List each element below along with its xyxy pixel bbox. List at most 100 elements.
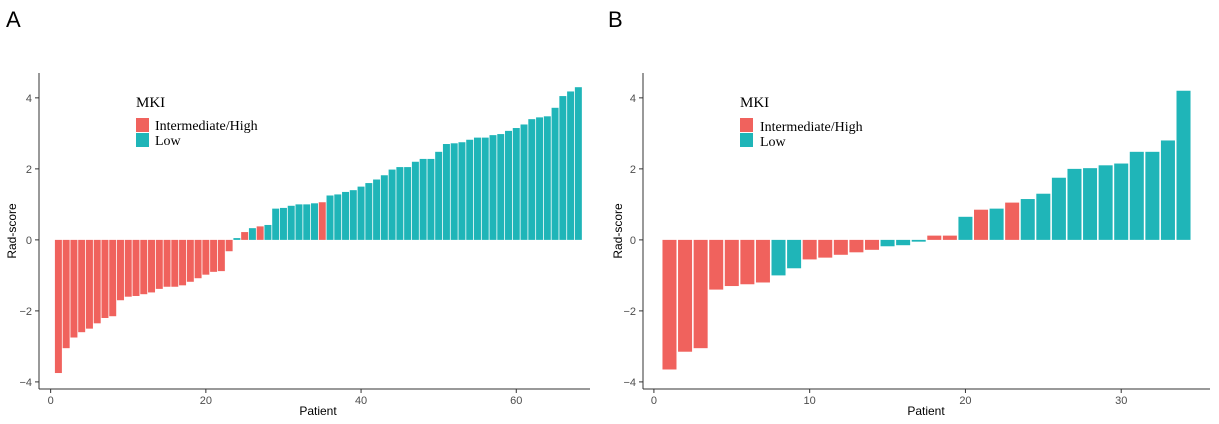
panel-b-bar-14: [864, 239, 879, 250]
panel-a-legend: MKI Intermediate/High Low: [136, 95, 258, 149]
panel-b-legend-label-low: Low: [760, 135, 787, 150]
panel-a-bar-63: [536, 117, 544, 240]
panel-a-bar-25: [241, 232, 249, 240]
panel-b-legend-label-intermediate-high: Intermediate/High: [760, 120, 863, 135]
panel-b-bar-27: [1067, 168, 1082, 240]
panel-b-y-tick-label: −2: [623, 306, 636, 318]
panel-a-bar-19: [194, 239, 202, 279]
panel-b-ticks: −4 −2 0 2 4 0 10 20 30: [623, 93, 1127, 407]
panel-b-bars: [662, 90, 1191, 370]
panel-b-bar-18: [927, 235, 942, 240]
panel-b-bar-33: [1160, 140, 1175, 240]
panel-a-bar-59: [505, 130, 512, 240]
panel-a-bar-41: [365, 183, 373, 240]
panel-a-bar-5: [85, 239, 93, 329]
panel-a-bar-13: [148, 239, 156, 293]
panel-a-legend-swatch-intermediate-high: [136, 118, 149, 132]
panel-a-letter: A: [6, 7, 21, 32]
panel-a-legend-label-intermediate-high: Intermediate/High: [155, 119, 258, 134]
panel-a-legend-title: MKI: [136, 95, 165, 111]
panel-a-bar-36: [326, 195, 334, 240]
panel-a-bar-39: [349, 190, 357, 240]
panel-b-bar-4: [709, 239, 724, 290]
panel-a-bar-57: [489, 135, 497, 240]
panel-a-bar-27: [256, 226, 264, 240]
panel-a-bar-58: [497, 134, 505, 240]
panel-a-bar-28: [264, 224, 272, 240]
panel-a-y-tick-label: 4: [26, 93, 32, 105]
panel-b-x-tick-label: 30: [1115, 395, 1127, 407]
panel-b-bar-5: [724, 239, 739, 287]
panel-a-bar-9: [116, 239, 124, 301]
panel-b-bar-10: [802, 239, 817, 260]
panel-a-bar-64: [543, 116, 551, 240]
panel-a-bar-14: [155, 239, 163, 289]
panel-a-bar-11: [132, 239, 140, 296]
panel-a-bars: [54, 87, 582, 374]
panel-b-bar-12: [833, 239, 848, 255]
panel-a-bar-37: [334, 194, 342, 240]
panel-a-legend-swatch-low: [136, 133, 149, 147]
panel-a-bar-24: [233, 238, 241, 240]
panel-b-bar-8: [771, 239, 786, 276]
panel-a-bar-2: [62, 239, 70, 349]
panel-a-y-tick-label: −2: [19, 306, 32, 318]
panel-b-bar-9: [787, 239, 802, 269]
panel-a-bar-52: [450, 143, 458, 240]
panel-a-bar-54: [466, 139, 474, 240]
panel-a-x-tick-label: 0: [48, 395, 54, 407]
panel-a-bar-26: [248, 228, 256, 240]
panel-b-x-tick-label: 10: [804, 395, 816, 407]
panel-b-bar-7: [755, 239, 770, 283]
panel-b-bar-15: [880, 239, 895, 247]
panel-b-bar-11: [818, 239, 833, 258]
panel-a-bar-38: [342, 191, 350, 240]
panel-b-bar-21: [974, 209, 989, 240]
panel-a-bar-56: [481, 137, 489, 240]
panel-a-x-tick-label: 20: [200, 395, 212, 407]
panel-b-x-tick-label: 0: [651, 395, 657, 407]
panel-a-bar-32: [295, 204, 303, 240]
panel-a-x-tick-label: 40: [355, 395, 367, 407]
panel-a-bar-43: [380, 175, 388, 240]
panel-b-bar-6: [740, 239, 755, 285]
panel-b-legend-swatch-intermediate-high: [740, 118, 753, 132]
panel-a-bar-33: [303, 204, 311, 240]
panel-a-bar-30: [279, 207, 287, 240]
panel-a-bar-60: [512, 128, 520, 240]
panel-b: B −4 −2 0 2 4 0 10 20 30 Patient Rad-score MKI I…: [608, 7, 1210, 418]
panel-a-bar-42: [373, 179, 381, 240]
panel-b-bar-25: [1036, 193, 1051, 240]
panel-a-y-tick-label: −4: [19, 377, 32, 389]
panel-a-bar-66: [559, 96, 567, 240]
panel-a-bar-21: [210, 239, 218, 272]
panel-a-bar-45: [396, 167, 404, 240]
panel-b-bar-29: [1098, 165, 1113, 240]
panel-a-bar-44: [388, 169, 396, 240]
panel-b-bar-34: [1176, 90, 1191, 240]
panel-a-bar-35: [318, 202, 326, 240]
panel-a-bar-17: [179, 239, 187, 286]
panel-a-y-tick-label: 0: [26, 235, 32, 247]
panel-a-bar-67: [567, 91, 575, 240]
panel-b-legend-swatch-low: [740, 133, 753, 147]
panel-a-bar-68: [574, 87, 582, 240]
panel-a-y-title: Rad-score: [5, 203, 19, 259]
panel-b-bar-19: [942, 235, 957, 240]
panel-a-bar-18: [186, 239, 194, 282]
panel-a-bar-22: [217, 239, 225, 272]
panel-b-bar-20: [958, 216, 973, 240]
panel-a-y-tick-label: 2: [26, 164, 32, 176]
panel-a-bar-65: [551, 107, 559, 240]
panel-b-legend: MKI Intermediate/High Low: [740, 95, 863, 150]
panel-b-bar-32: [1145, 151, 1160, 240]
panel-b-bar-31: [1129, 151, 1144, 240]
panel-a-bar-62: [528, 119, 536, 240]
panel-a-bar-53: [458, 142, 466, 240]
panel-b-bar-3: [693, 239, 708, 349]
panel-a-bar-61: [520, 124, 528, 240]
panel-b-bar-28: [1083, 168, 1098, 240]
